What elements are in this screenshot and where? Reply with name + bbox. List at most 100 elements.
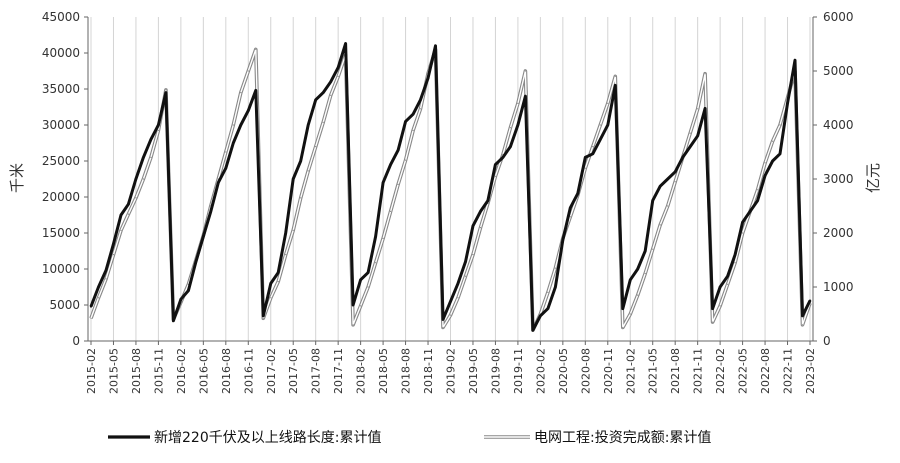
data-point-length: [659, 185, 662, 188]
data-point-length: [554, 285, 557, 289]
series-layer: [89, 42, 812, 332]
data-point-investment: [644, 272, 646, 275]
data-point-length: [666, 177, 669, 181]
data-point-investment: [667, 205, 669, 207]
data-point-investment: [592, 146, 594, 148]
data-point-investment: [659, 224, 661, 226]
data-point-length: [157, 123, 160, 127]
data-point-investment: [300, 197, 302, 199]
legend-item-length: 新增220千伏及以上线路长度:累计值: [108, 430, 381, 446]
data-point-length: [576, 192, 580, 195]
data-point-investment: [584, 167, 586, 169]
data-point-investment: [712, 321, 714, 323]
y-right-tick-label: 4000: [823, 118, 854, 132]
data-point-length: [606, 123, 609, 127]
data-point-length: [718, 285, 722, 289]
data-point-investment: [614, 75, 616, 77]
data-point-length: [569, 206, 572, 209]
x-tick-label: 2020-11: [602, 348, 615, 394]
x-tick-label: 2018-05: [377, 348, 390, 394]
y-right-tick-label: 1000: [823, 280, 854, 294]
data-point-length: [217, 181, 220, 184]
x-tick-label: 2018-08: [400, 348, 413, 394]
y-left-tick-label: 35000: [42, 82, 80, 96]
data-point-length: [277, 271, 280, 274]
data-point-length: [179, 298, 183, 301]
data-point-length: [456, 282, 460, 285]
data-point-length: [771, 159, 774, 163]
data-point-investment: [157, 129, 160, 131]
data-point-investment: [622, 326, 624, 329]
data-point-length: [314, 98, 317, 102]
y-axis-left-title: 千米: [8, 163, 26, 193]
data-point-length: [748, 210, 752, 213]
data-point-length: [299, 159, 302, 163]
data-point-investment: [360, 305, 362, 307]
legend-label-length: 新增220千伏及以上线路长度:累计值: [154, 430, 381, 446]
data-point-length: [449, 300, 452, 303]
data-point-length: [434, 44, 437, 47]
data-point-investment: [255, 48, 257, 51]
data-point-length: [284, 231, 287, 235]
tick-layer: 0500010000150002000025000300003500040000…: [42, 10, 854, 394]
data-point-length: [419, 98, 422, 102]
data-point-investment: [547, 291, 549, 293]
data-point-length: [741, 221, 744, 224]
data-point-length: [202, 235, 205, 238]
data-point-length: [636, 267, 639, 271]
x-tick-label: 2016-02: [175, 348, 188, 394]
data-point-length: [486, 199, 490, 202]
x-tick-label: 2018-02: [355, 348, 368, 394]
data-point-length: [793, 59, 797, 62]
data-point-length: [673, 170, 677, 173]
data-point-length: [351, 303, 355, 307]
y-right-tick-label: 6000: [823, 10, 854, 24]
data-point-investment: [494, 175, 497, 177]
x-tick-label: 2021-02: [624, 348, 637, 394]
data-point-length: [306, 123, 310, 127]
data-point-length: [194, 260, 198, 263]
y-left-tick-label: 45000: [42, 10, 80, 24]
data-point-investment: [727, 283, 729, 285]
data-point-length: [711, 307, 714, 310]
data-point-investment: [112, 254, 115, 256]
data-point-investment: [90, 317, 92, 319]
x-tick-label: 2020-02: [534, 348, 547, 394]
data-point-investment: [674, 181, 676, 183]
data-point-length: [591, 152, 595, 155]
data-point-length: [232, 141, 235, 145]
data-point-investment: [262, 317, 264, 319]
x-tick-label: 2022-02: [714, 348, 727, 394]
y-axis-right-title: 亿元: [864, 163, 882, 193]
data-point-length: [262, 314, 265, 317]
data-point-investment: [457, 297, 459, 299]
x-tick-label: 2022-05: [737, 348, 750, 394]
grid-layer: [90, 17, 811, 341]
x-tick-label: 2019-11: [512, 348, 525, 394]
data-point-length: [801, 314, 804, 317]
data-point-length: [269, 282, 272, 285]
data-point-investment: [225, 151, 227, 153]
data-point-investment: [629, 313, 631, 315]
data-point-investment: [277, 281, 279, 283]
data-point-length: [561, 239, 565, 242]
data-point-investment: [270, 297, 272, 299]
data-point-length: [336, 66, 340, 69]
data-point-length: [688, 145, 692, 148]
data-point-length: [756, 199, 759, 202]
data-point-investment: [689, 132, 691, 134]
x-tick-label: 2017-05: [287, 348, 300, 394]
data-point-investment: [734, 262, 736, 264]
x-tick-label: 2019-08: [489, 348, 502, 394]
y-left-tick-label: 25000: [42, 154, 80, 168]
x-tick-label: 2015-08: [130, 348, 143, 394]
data-point-length: [321, 91, 325, 94]
x-tick-label: 2016-08: [220, 348, 233, 394]
data-point-length: [247, 109, 250, 112]
data-point-investment: [419, 108, 422, 110]
y-left-tick-label: 15000: [42, 226, 80, 240]
data-point-investment: [375, 262, 377, 264]
x-tick-label: 2017-08: [310, 348, 323, 394]
x-tick-label: 2021-08: [669, 348, 682, 394]
data-point-investment: [756, 189, 759, 191]
